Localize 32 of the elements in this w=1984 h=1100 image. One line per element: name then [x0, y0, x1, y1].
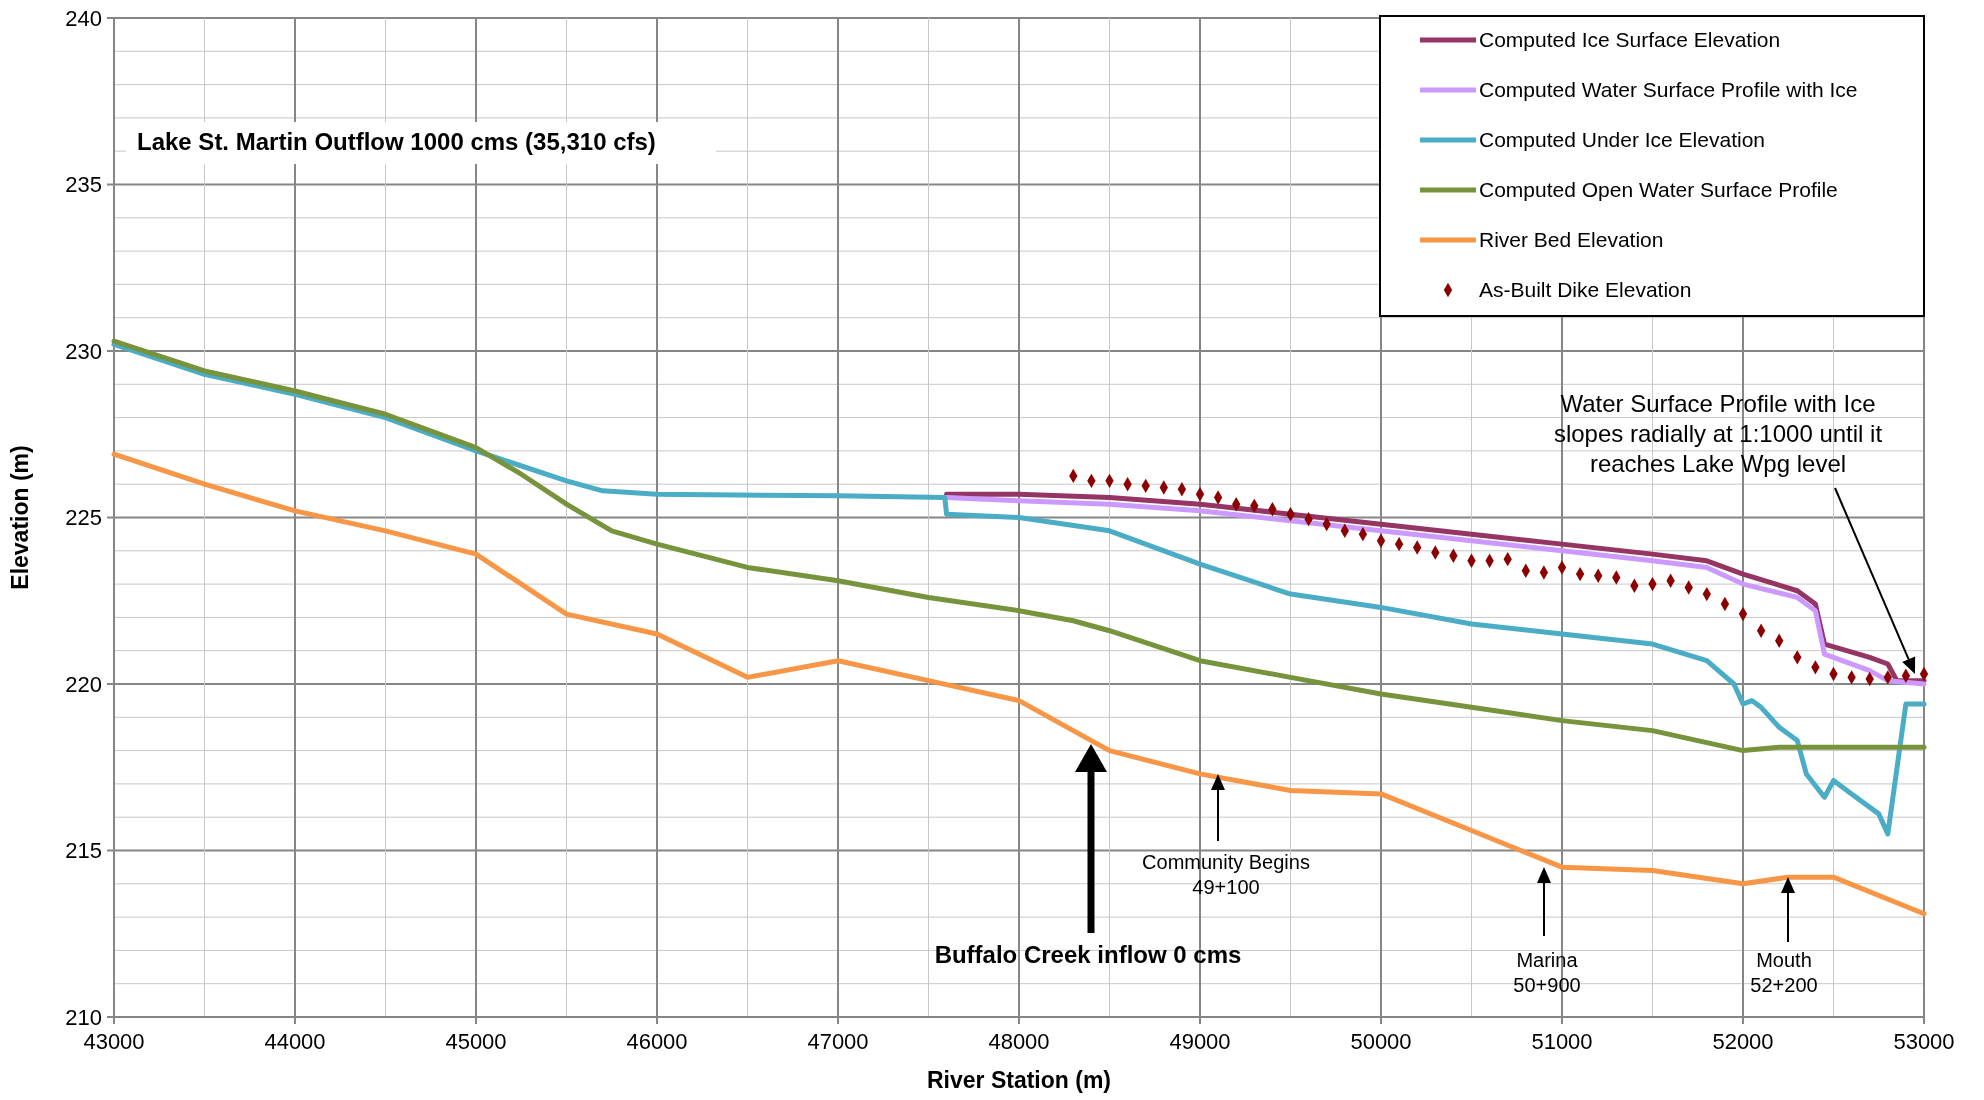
annotation: Community Begins 49+100: [1142, 851, 1310, 898]
x-tick-label: 49000: [1169, 1029, 1231, 1054]
legend-label: As-Built Dike Elevation: [1479, 278, 1692, 302]
annotation: Mouth 52+200: [1750, 949, 1818, 996]
y-tick-label: 215: [65, 838, 102, 864]
text: Lake St. Martin Outflow 1000 cms (35,310 cfs): [137, 128, 656, 155]
y-tick-label: 220: [65, 671, 102, 697]
x-tick-label: 51000: [1531, 1029, 1593, 1054]
x-axis-title: River Station (m): [926, 1067, 1112, 1093]
y-axis-title: Elevation (m): [7, 445, 33, 590]
x-tick-label: 52000: [1712, 1029, 1774, 1054]
x-tick-label: 46000: [626, 1029, 688, 1054]
y-tick-label: 230: [65, 338, 102, 364]
x-tick-label: 53000: [1893, 1029, 1955, 1054]
y-tick-label: 225: [65, 505, 102, 531]
x-tick-label: 43000: [83, 1029, 145, 1054]
x-tick-label: 48000: [988, 1029, 1050, 1054]
y-tick-label: 210: [65, 1004, 102, 1030]
legend-label: Computed Water Surface Profile with Ice: [1479, 78, 1858, 102]
x-tick-label: 47000: [807, 1029, 869, 1054]
legend-label: Computed Under Ice Elevation: [1479, 128, 1765, 152]
annotation: Water Surface Profile with Ice slopes radially at 1:1000 until it reaches Lake Wpg level: [1553, 390, 1883, 477]
legend-label: Computed Ice Surface Elevation: [1479, 28, 1781, 52]
annotation: Marina 50+900: [1513, 949, 1581, 996]
y-tick-label: 240: [65, 5, 102, 31]
x-tick-label: 45000: [445, 1029, 507, 1054]
y-tick-label: 235: [65, 172, 102, 198]
x-tick-label: 44000: [264, 1029, 326, 1054]
x-tick-label: 50000: [1350, 1029, 1412, 1054]
legend-label: Computed Open Water Surface Profile: [1479, 178, 1838, 202]
annotation: Buffalo Creek inflow 0 cms: [934, 941, 1242, 968]
legend-label: River Bed Elevation: [1479, 228, 1664, 252]
